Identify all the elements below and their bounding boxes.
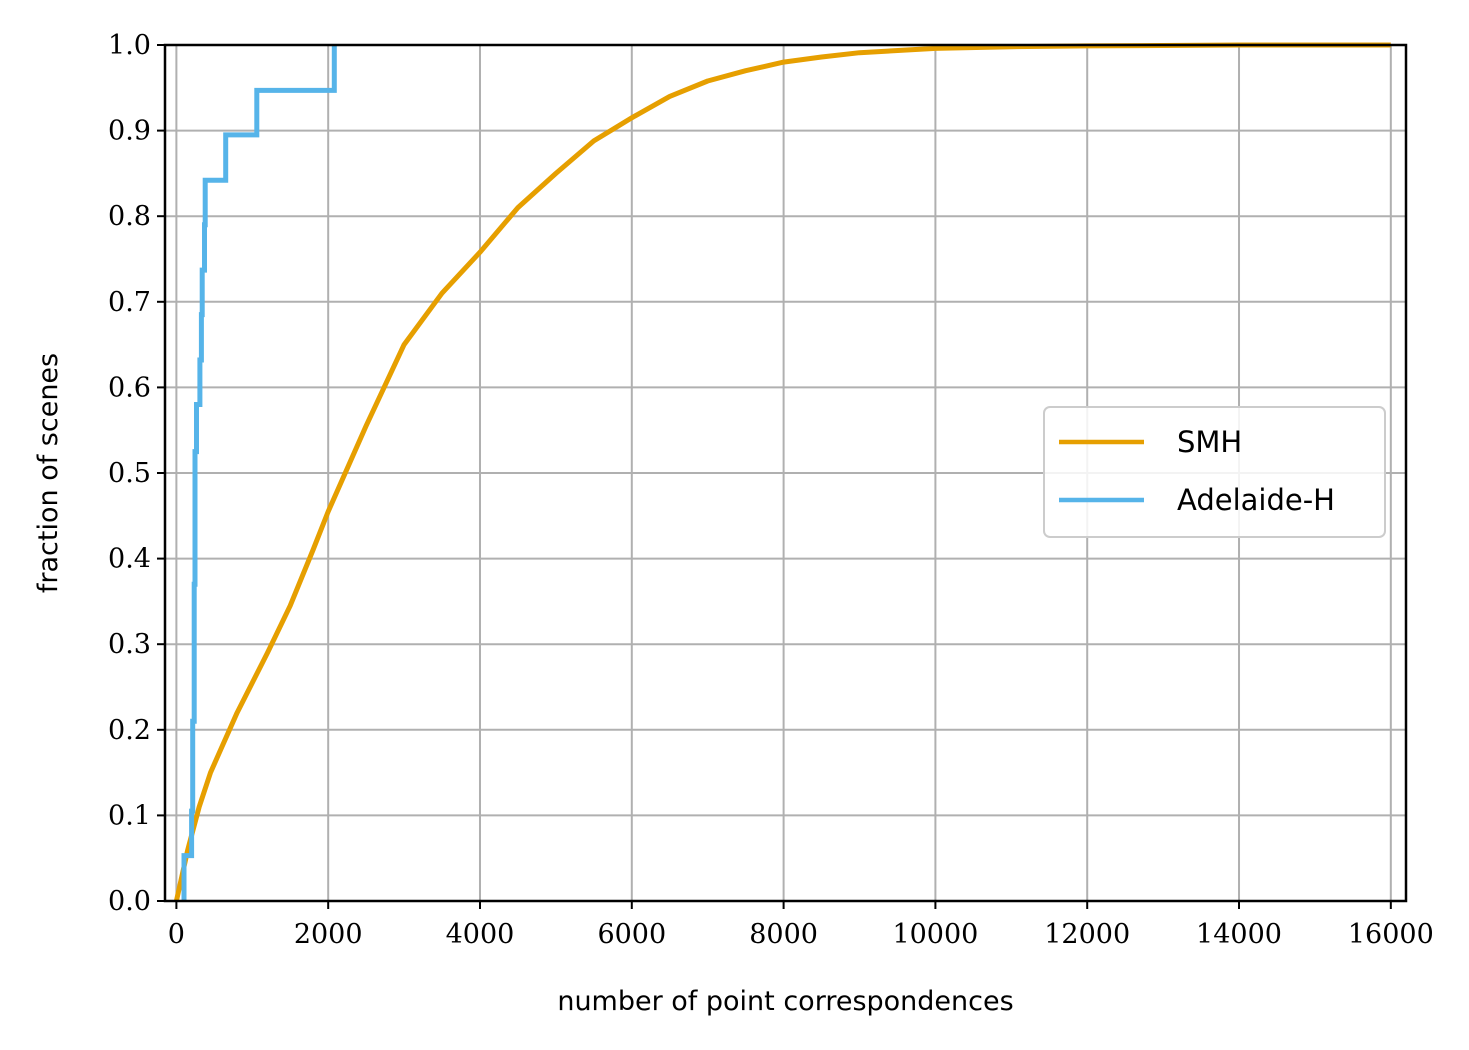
legend: SMH Adelaide-H xyxy=(1043,406,1386,538)
y-tick-label: 0.4 xyxy=(108,544,151,575)
x-tick-label: 2000 xyxy=(294,919,363,950)
series-lines xyxy=(173,42,1391,902)
y-tick-label: 0.2 xyxy=(108,715,151,746)
x-tick-label: 10000 xyxy=(892,919,978,950)
y-tick-label: 0.5 xyxy=(108,458,151,489)
legend-label-smh: SMH xyxy=(1177,425,1242,459)
x-tick-label: 8000 xyxy=(749,919,818,950)
grid xyxy=(165,44,1406,902)
y-tick-label: 0.0 xyxy=(108,886,151,917)
x-tick-label: 4000 xyxy=(446,919,515,950)
y-tick-label: 0.1 xyxy=(108,800,151,831)
y-tick-label: 0.7 xyxy=(108,287,151,318)
y-tick-label: 0.8 xyxy=(108,201,151,232)
legend-label-adelaide-h: Adelaide-H xyxy=(1177,483,1335,517)
x-tick-label: 12000 xyxy=(1044,919,1130,950)
ticks: 0 2000 4000 6000 8000 10000 12000 14000 16000 0.0… xyxy=(108,30,1434,950)
series-line-adelaide-h xyxy=(181,45,337,901)
y-axis-label: fraction of scenes xyxy=(33,353,64,593)
x-tick-label: 14000 xyxy=(1196,919,1282,950)
x-tick-label: 16000 xyxy=(1348,919,1434,950)
y-tick-label: 1.0 xyxy=(108,30,151,61)
x-tick-label: 0 xyxy=(168,919,185,950)
y-tick-label: 0.6 xyxy=(108,372,151,403)
y-tick-label: 0.9 xyxy=(108,116,151,147)
series-line-smh xyxy=(173,42,1391,902)
x-tick-label: 6000 xyxy=(597,919,666,950)
legend-box xyxy=(1043,406,1386,538)
x-axis-label: number of point correspondences xyxy=(557,986,1013,1017)
y-tick-label: 0.3 xyxy=(108,629,151,660)
